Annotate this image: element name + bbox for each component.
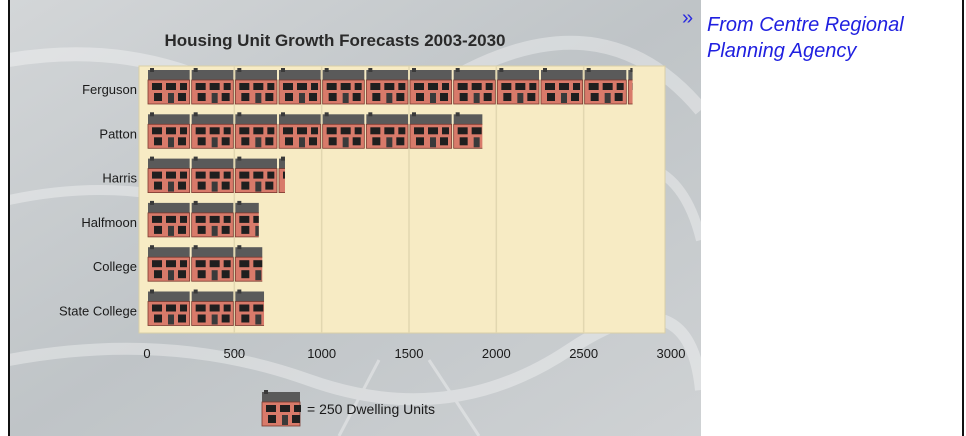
- grid-lines: [233, 66, 585, 333]
- caption-panel: » From Centre Regional Planning Agency: [682, 0, 966, 436]
- right-border: [962, 0, 964, 436]
- house-icon: [234, 200, 259, 238]
- house-icon: [540, 68, 584, 105]
- house-icon: [496, 68, 540, 105]
- house-icon: [409, 112, 453, 149]
- x-tick-label: 2000: [482, 346, 511, 361]
- category-labels: Ferguson Patton Harris Halfmoon College State…: [59, 82, 138, 319]
- x-tick-label: 1500: [395, 346, 424, 361]
- house-icon: [261, 390, 301, 427]
- house-icon: [322, 68, 365, 105]
- house-icon: [147, 112, 191, 149]
- house-icon: [234, 112, 278, 149]
- category-label: Harris: [102, 171, 137, 186]
- legend-house-icon: [261, 390, 301, 427]
- slide-image: Housing Unit Growth Forecasts 2003-2030 …: [9, 0, 701, 436]
- house-icon: [147, 289, 191, 326]
- house-icon: [191, 156, 234, 194]
- house-icon: [278, 68, 322, 105]
- house-icon: [234, 68, 278, 105]
- house-icon: [278, 156, 285, 194]
- caption-line-2: Planning Agency: [707, 40, 857, 62]
- x-tick-label: 0: [143, 346, 150, 361]
- category-label: Patton: [99, 126, 137, 141]
- left-border: [8, 0, 10, 436]
- house-icon: [365, 68, 409, 105]
- plot-area: [138, 65, 666, 334]
- bar: [147, 289, 265, 326]
- x-tick-labels: 0 500 1000 1500 2000 2500 3000: [143, 346, 685, 361]
- bar: [147, 112, 483, 149]
- bar: [147, 156, 285, 194]
- legend-label: = 250 Dwelling Units: [307, 401, 435, 417]
- house-icon: [147, 200, 191, 238]
- category-label: Halfmoon: [81, 215, 137, 230]
- caption-text: From Centre Regional Planning Agency: [707, 12, 904, 64]
- house-icon: [147, 68, 191, 105]
- house-icon: [147, 245, 191, 282]
- category-label: College: [93, 259, 137, 274]
- caption-line-1: From Centre Regional: [707, 14, 904, 36]
- house-icon: [191, 200, 234, 238]
- house-icon: [191, 68, 234, 105]
- x-tick-label: 2500: [569, 346, 598, 361]
- house-icon: [453, 112, 483, 149]
- house-icon: [234, 156, 278, 194]
- legend: = 250 Dwelling Units: [261, 390, 435, 427]
- house-icon: [365, 112, 409, 149]
- bar: [147, 200, 259, 238]
- bars: [147, 68, 633, 326]
- bar: [147, 68, 633, 105]
- house-icon: [234, 289, 265, 326]
- house-icon: [584, 68, 627, 105]
- bullet-marker: »: [682, 7, 694, 29]
- house-icon: [453, 68, 496, 105]
- x-tick-label: 3000: [657, 346, 686, 361]
- house-icon: [191, 245, 234, 282]
- house-icon: [191, 112, 234, 149]
- house-icon: [322, 112, 365, 149]
- house-icon: [278, 112, 322, 149]
- category-label: Ferguson: [82, 82, 137, 97]
- x-tick-label: 1000: [307, 346, 336, 361]
- category-label: State College: [59, 304, 137, 319]
- x-tick-label: 500: [223, 346, 245, 361]
- house-icon: [147, 156, 191, 194]
- chart-title: Housing Unit Growth Forecasts 2003-2030: [164, 31, 505, 50]
- house-icon: [191, 289, 234, 326]
- house-icon: [234, 245, 263, 282]
- bar: [147, 245, 263, 282]
- house-icon: [409, 68, 453, 105]
- house-icon: [627, 68, 633, 105]
